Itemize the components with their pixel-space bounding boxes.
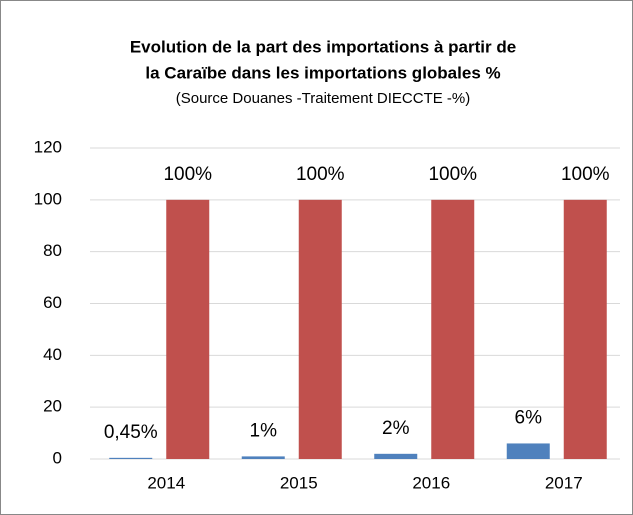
- y-tick-label: 40: [43, 345, 62, 364]
- bar: [109, 457, 153, 459]
- y-tick-label: 100: [34, 189, 62, 208]
- bar: [506, 443, 550, 459]
- data-label: 100%: [561, 164, 610, 185]
- y-tick-label: 0: [53, 448, 62, 467]
- data-label: 100%: [296, 164, 345, 185]
- x-tick-label: 2016: [412, 473, 450, 492]
- y-tick-label: 60: [43, 293, 62, 312]
- data-label: 100%: [163, 164, 212, 185]
- data-label: 2%: [382, 418, 410, 439]
- chart-title-line: la Caraïbe dans les importations globale…: [145, 63, 500, 82]
- chart-title-line: Evolution de la part des importations à …: [130, 37, 516, 56]
- y-tick-label: 120: [34, 137, 62, 156]
- bar: [431, 199, 475, 460]
- x-tick-label: 2017: [545, 473, 583, 492]
- bar: [563, 199, 607, 460]
- x-tick-label: 2014: [147, 473, 185, 492]
- x-tick-label: 2015: [280, 473, 318, 492]
- data-label: 0,45%: [104, 422, 158, 443]
- chart-subtitle: (Source Douanes -Traitement DIECCTE -%): [176, 90, 471, 107]
- data-label: 100%: [428, 164, 477, 185]
- bar: [241, 456, 285, 459]
- y-tick-label: 80: [43, 241, 62, 260]
- y-tick-label: 20: [43, 397, 62, 416]
- bar: [374, 453, 418, 459]
- data-label: 1%: [250, 420, 278, 441]
- data-label: 6%: [515, 407, 543, 428]
- bar: [166, 199, 210, 460]
- bar: [298, 199, 342, 460]
